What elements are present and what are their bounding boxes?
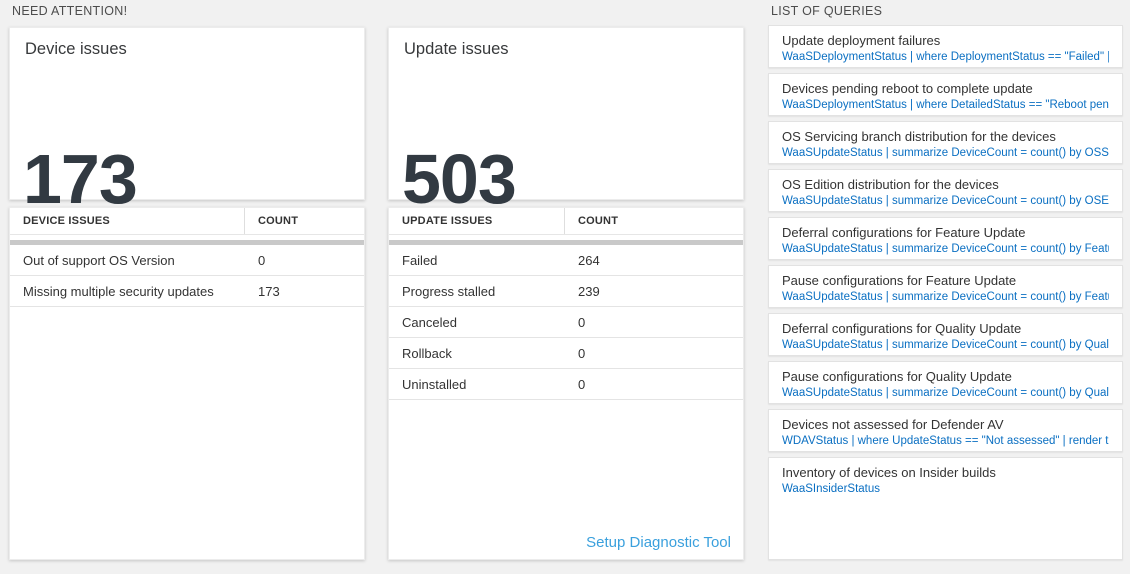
query-title: Devices not assessed for Defender AV [782, 418, 1004, 432]
query-title: Devices pending reboot to complete updat… [782, 82, 1033, 96]
cell-count: 0 [578, 376, 586, 392]
query-title: Pause configurations for Quality Update [782, 370, 1012, 384]
query-item[interactable]: Pause configurations for Quality Update … [768, 361, 1123, 404]
column-header-update-issues: UPDATE ISSUES [389, 208, 565, 234]
query-item[interactable]: Deferral configurations for Feature Upda… [768, 217, 1123, 260]
query-item[interactable]: OS Servicing branch distribution for the… [768, 121, 1123, 164]
list-of-queries-panel: Update deployment failures WaaSDeploymen… [768, 25, 1123, 560]
column-header-count: COUNT [258, 215, 299, 227]
table-header-row: DEVICE ISSUES COUNT [10, 208, 364, 235]
query-title: Deferral configurations for Quality Upda… [782, 322, 1022, 336]
table-row[interactable]: Rollback 0 [389, 338, 743, 369]
cell-issue-name: Failed [402, 252, 438, 268]
query-title: OS Edition distribution for the devices [782, 178, 999, 192]
column-header-count: COUNT [578, 215, 619, 227]
query-text: WaaSUpdateStatus | summarize DeviceCount… [782, 195, 1109, 207]
table-row[interactable]: Uninstalled 0 [389, 369, 743, 400]
table-row[interactable]: Canceled 0 [389, 307, 743, 338]
cell-issue-name: Progress stalled [402, 283, 496, 299]
query-item[interactable]: Update deployment failures WaaSDeploymen… [768, 25, 1123, 68]
device-issues-count: 173 [23, 140, 138, 218]
card-title: Device issues [25, 40, 127, 58]
table-row[interactable]: Missing multiple security updates 173 [10, 276, 364, 307]
header-scrollbar [10, 240, 364, 245]
query-item[interactable]: Devices not assessed for Defender AV WDA… [768, 409, 1123, 452]
cell-issue-name: Canceled [402, 314, 457, 330]
query-text: WaaSDeploymentStatus | where DetailedSta… [782, 99, 1109, 111]
query-text: WaaSUpdateStatus | summarize DeviceCount… [782, 387, 1109, 399]
query-title: Pause configurations for Feature Update [782, 274, 1017, 288]
section-title-need-attention: NEED ATTENTION! [12, 4, 128, 18]
query-item[interactable]: Pause configurations for Feature Update … [768, 265, 1123, 308]
cell-count: 239 [578, 283, 600, 299]
header-scrollbar [389, 240, 743, 245]
cell-count: 0 [258, 252, 266, 268]
table-row[interactable]: Out of support OS Version 0 [10, 245, 364, 276]
query-title: Inventory of devices on Insider builds [782, 466, 996, 480]
device-issues-table: DEVICE ISSUES COUNT Out of support OS Ve… [9, 207, 365, 560]
cell-issue-name: Missing multiple security updates [23, 283, 214, 299]
query-title: Update deployment failures [782, 34, 941, 48]
query-text: WaaSUpdateStatus | summarize DeviceCount… [782, 339, 1109, 351]
update-issues-table: UPDATE ISSUES COUNT Failed 264 Progress … [388, 207, 744, 560]
query-text: WaaSInsiderStatus [782, 483, 881, 495]
cell-issue-name: Uninstalled [402, 376, 467, 392]
query-text: WaaSUpdateStatus | summarize DeviceCount… [782, 147, 1109, 159]
cell-count: 264 [578, 252, 600, 268]
column-header-device-issues: DEVICE ISSUES [10, 208, 245, 234]
cell-count: 0 [578, 314, 586, 330]
query-title: OS Servicing branch distribution for the… [782, 130, 1056, 144]
update-issues-count: 503 [402, 140, 517, 218]
card-title: Update issues [404, 40, 509, 58]
update-issues-card[interactable]: Update issues 503 [388, 27, 744, 214]
cell-issue-name: Rollback [402, 345, 452, 361]
query-text: WaaSUpdateStatus | summarize DeviceCount… [782, 243, 1109, 255]
query-text: WaaSUpdateStatus | summarize DeviceCount… [782, 291, 1109, 303]
table-header-row: UPDATE ISSUES COUNT [389, 208, 743, 235]
query-item[interactable]: Devices pending reboot to complete updat… [768, 73, 1123, 116]
device-issues-card[interactable]: Device issues 173 [9, 27, 365, 214]
cell-count: 173 [258, 283, 280, 299]
query-text: WDAVStatus | where UpdateStatus == "Not … [782, 435, 1109, 447]
query-title: Deferral configurations for Feature Upda… [782, 226, 1026, 240]
cell-issue-name: Out of support OS Version [23, 252, 175, 268]
setup-diagnostic-tool-link[interactable]: Setup Diagnostic Tool [586, 534, 731, 551]
query-item[interactable]: OS Edition distribution for the devices … [768, 169, 1123, 212]
table-row[interactable]: Failed 264 [389, 245, 743, 276]
table-row[interactable]: Progress stalled 239 [389, 276, 743, 307]
query-text: WaaSDeploymentStatus | where DeploymentS… [782, 51, 1109, 63]
query-item[interactable]: Deferral configurations for Quality Upda… [768, 313, 1123, 356]
section-title-list-of-queries: LIST OF QUERIES [771, 4, 883, 18]
cell-count: 0 [578, 345, 586, 361]
query-item[interactable]: Inventory of devices on Insider builds W… [768, 457, 1123, 560]
